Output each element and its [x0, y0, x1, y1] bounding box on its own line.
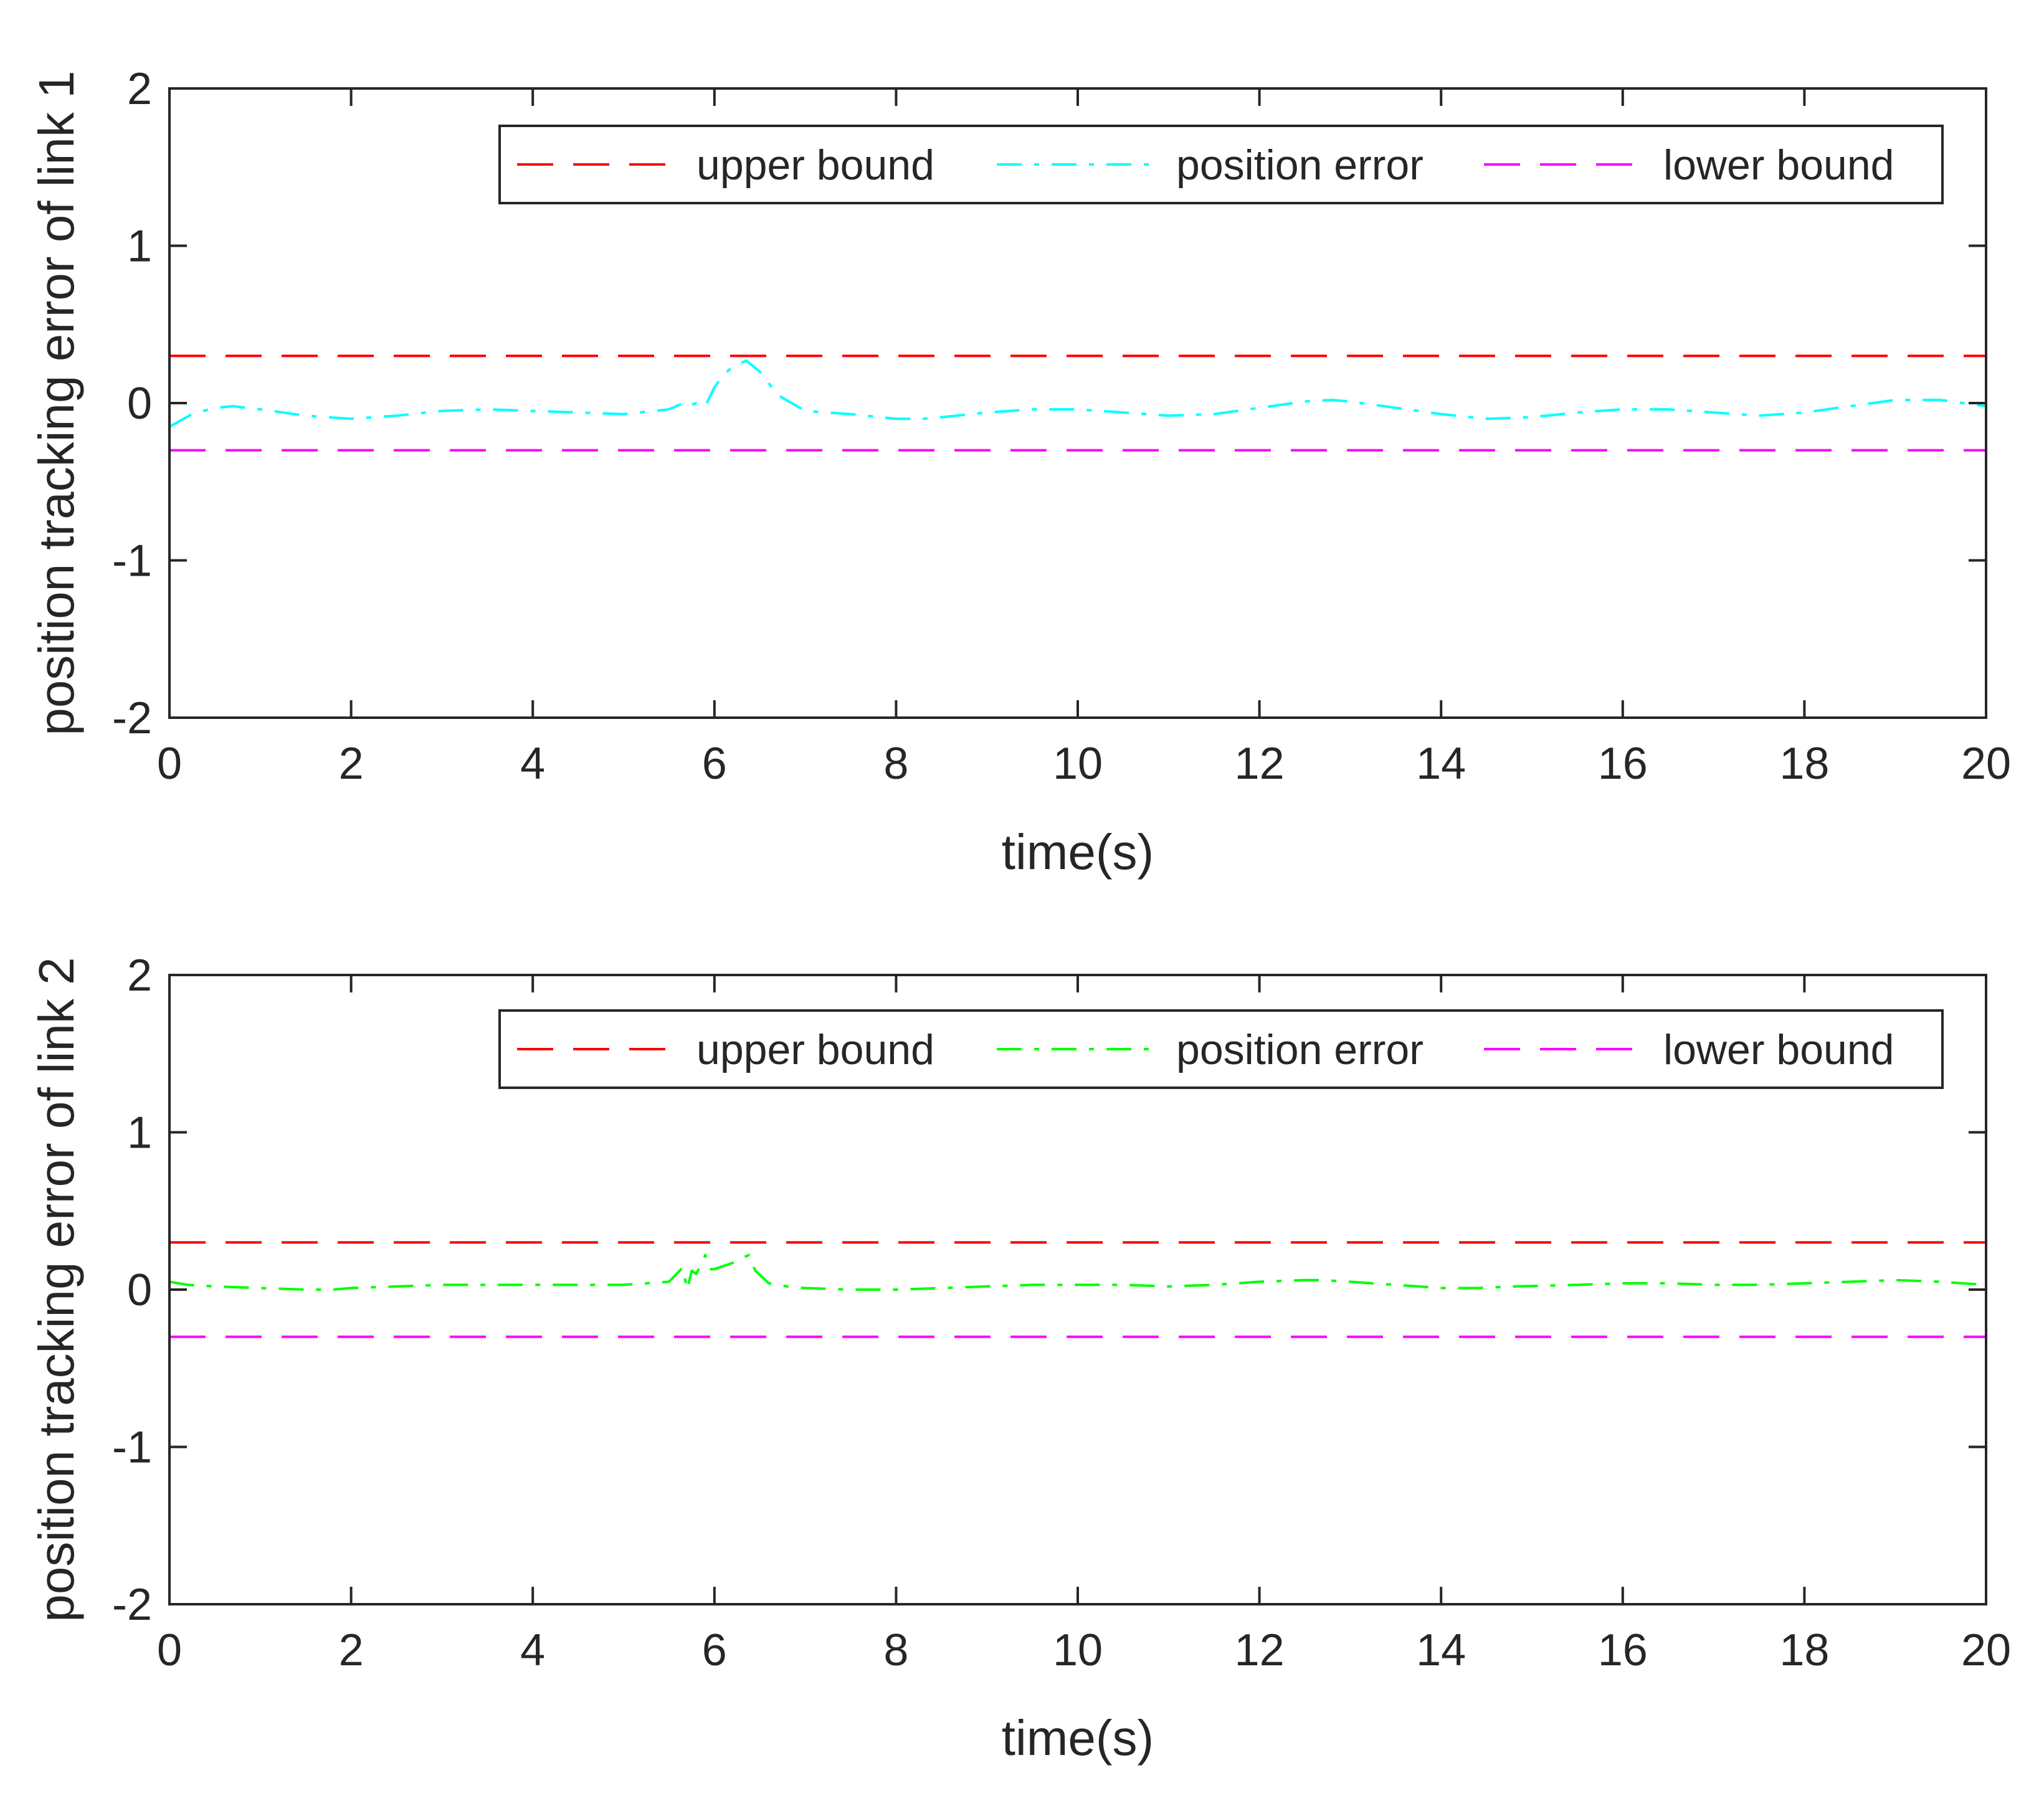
x-axis-title: time(s)	[1002, 824, 1154, 880]
y-tick-label: -1	[112, 1423, 152, 1473]
y-tick-label: -2	[112, 693, 152, 743]
legend-box	[498, 125, 1944, 204]
x-tick-label: 8	[883, 1625, 908, 1675]
x-tick-label: 12	[1235, 1625, 1285, 1675]
y-tick-label: 2	[127, 64, 152, 114]
x-tick-label: 12	[1235, 739, 1285, 789]
x-tick-label: 6	[702, 1625, 727, 1675]
x-tick-label: 18	[1779, 1625, 1829, 1675]
x-axis-title: time(s)	[1002, 1710, 1154, 1766]
charts-container: 0 2 4 6 8 10 12 14 16 18 20210-1-2time(s)position …	[29, 64, 2011, 1766]
x-tick-label: 0	[157, 1625, 182, 1675]
legend: upper bound position error lower bound	[498, 125, 1944, 204]
x-tick-label: 4	[520, 739, 545, 789]
legend-lower-bound-label: lower bound	[1663, 1026, 1894, 1073]
x-tick-label: 14	[1416, 1625, 1466, 1675]
y-tick-label: 1	[127, 222, 152, 272]
legend-position-error-label: position error	[1176, 1026, 1424, 1073]
x-tick-label: 4	[520, 1625, 545, 1675]
y-tick-label: -1	[112, 536, 152, 586]
legend-upper-bound-label: upper bound	[696, 141, 934, 189]
x-tick-label: 16	[1598, 739, 1648, 789]
legend-upper-bound-label: upper bound	[696, 1026, 934, 1073]
series-group	[169, 354, 1986, 452]
x-tick-label: 14	[1416, 739, 1466, 789]
legend-position-error-label: position error	[1176, 141, 1424, 189]
y-tick-label: -2	[112, 1580, 152, 1630]
x-tick-label: 16	[1598, 1625, 1648, 1675]
x-tick-label: 20	[1961, 1625, 2011, 1675]
x-tick-label: 6	[702, 739, 727, 789]
y-axis-title: position tracking error of link 1	[29, 70, 84, 735]
y-tick-label: 1	[127, 1108, 152, 1158]
legend-lower-bound-label: lower bound	[1663, 141, 1894, 189]
legend: upper bound position error lower bound	[498, 1009, 1944, 1089]
chart-1: 0 2 4 6 8 10 12 14 16 18 20210-1-2time(s)position …	[29, 64, 2011, 880]
x-tick-label: 2	[339, 1625, 364, 1675]
y-tick-label: 2	[127, 951, 152, 1001]
chart-2: 0 2 4 6 8 10 12 14 16 18 20210-1-2time(s)position …	[29, 951, 2011, 1766]
series-group	[169, 1241, 1986, 1338]
y-tick-label: 0	[127, 1265, 152, 1315]
series-position-error-line	[169, 1253, 1986, 1291]
y-axis-title: position tracking error of link 2	[29, 957, 84, 1622]
y-tick-label: 0	[127, 379, 152, 429]
series-position-error-line	[169, 359, 1986, 428]
x-tick-label: 8	[883, 739, 908, 789]
x-tick-label: 10	[1053, 739, 1103, 789]
x-tick-label: 18	[1779, 739, 1829, 789]
x-tick-label: 10	[1053, 1625, 1103, 1675]
x-tick-label: 0	[157, 739, 182, 789]
legend-box	[498, 1009, 1944, 1089]
x-tick-label: 20	[1961, 739, 2011, 789]
x-tick-label: 2	[339, 739, 364, 789]
